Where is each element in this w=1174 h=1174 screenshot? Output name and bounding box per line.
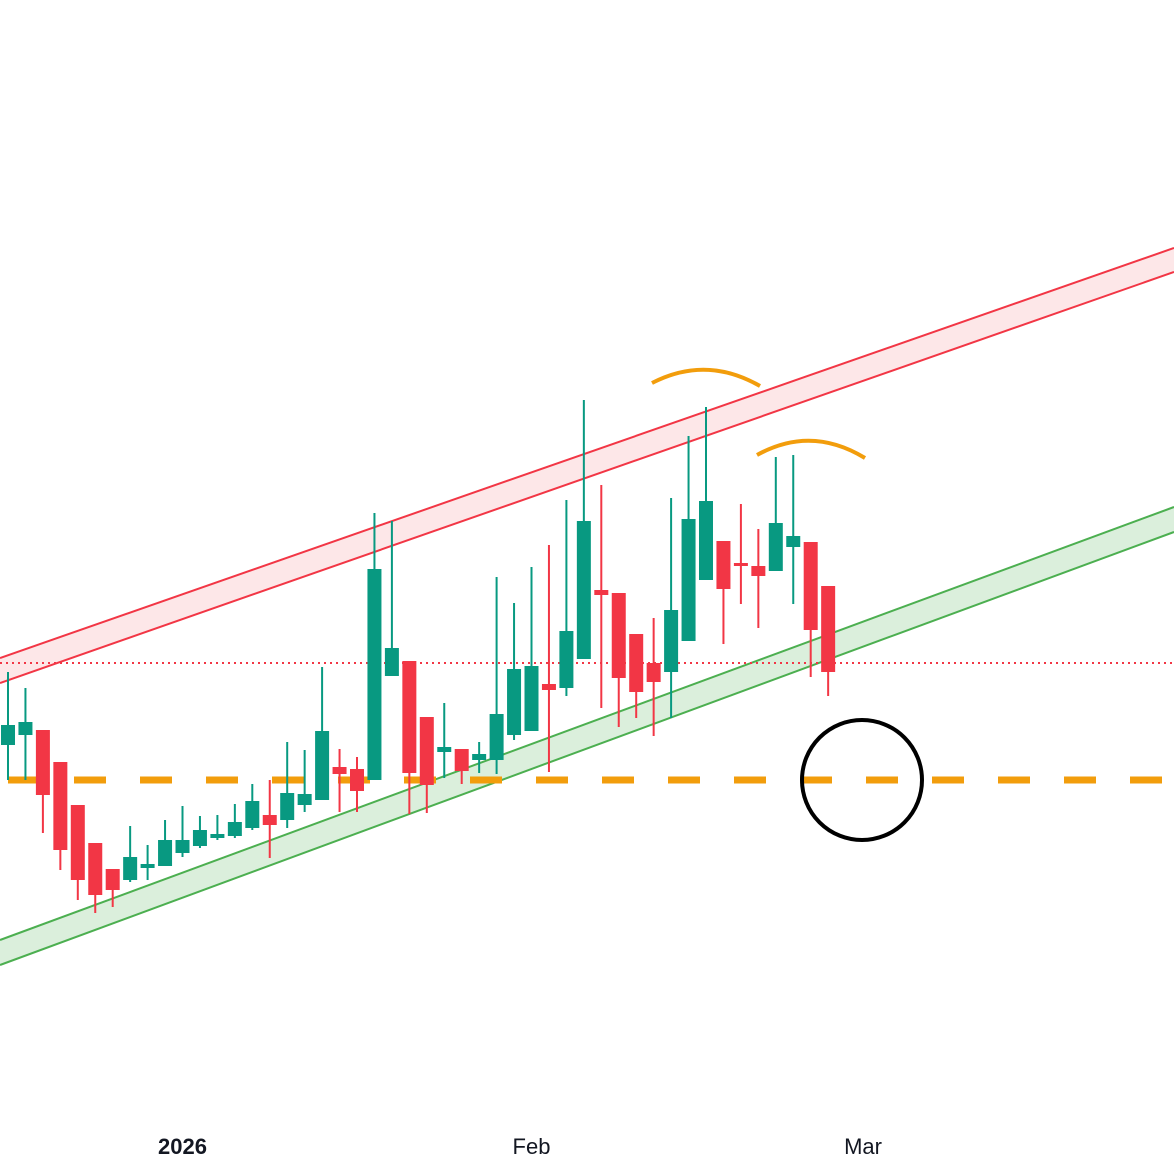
candle-body bbox=[245, 801, 260, 828]
candle-body bbox=[419, 717, 434, 785]
top-arc bbox=[756, 438, 867, 460]
candle-body bbox=[786, 536, 801, 547]
candle-body bbox=[681, 519, 696, 641]
support-line bbox=[0, 506, 1174, 941]
candle-body bbox=[105, 869, 120, 890]
support-band bbox=[0, 507, 1174, 965]
candle-body bbox=[541, 684, 556, 690]
candle-body bbox=[367, 569, 382, 780]
candle-body bbox=[699, 501, 713, 580]
candle-body bbox=[664, 610, 679, 672]
x-tick-label: Feb bbox=[513, 1134, 551, 1159]
resistance-line bbox=[0, 247, 1174, 659]
candle-body bbox=[123, 857, 138, 880]
candle-body bbox=[733, 563, 748, 566]
x-tick-label: 2026 bbox=[158, 1134, 207, 1159]
x-tick-label: Mar bbox=[844, 1134, 882, 1159]
candle-body bbox=[803, 542, 818, 630]
candle-body bbox=[821, 586, 836, 672]
candle-body bbox=[332, 767, 347, 774]
candle-body bbox=[227, 822, 242, 836]
candle-body bbox=[35, 730, 50, 795]
resistance-band bbox=[0, 248, 1174, 683]
candle-body bbox=[280, 793, 295, 820]
candle-body bbox=[175, 840, 190, 853]
candle-body bbox=[384, 648, 399, 676]
candle-body bbox=[437, 747, 452, 752]
candle-body bbox=[559, 631, 574, 688]
candle-body bbox=[262, 815, 277, 825]
candle-body bbox=[1, 725, 15, 745]
candle-body bbox=[524, 666, 539, 731]
candle-body bbox=[402, 661, 417, 773]
candle-body bbox=[454, 749, 469, 771]
candle-body bbox=[716, 541, 731, 589]
candle-body bbox=[158, 840, 173, 866]
candle-body bbox=[594, 590, 609, 595]
candle-body bbox=[18, 722, 33, 735]
candle-body bbox=[315, 731, 330, 800]
candle-body bbox=[489, 714, 504, 760]
candle-body bbox=[472, 754, 487, 760]
candle-body bbox=[192, 830, 207, 846]
candle-body bbox=[350, 769, 364, 791]
support-line bbox=[0, 531, 1174, 966]
candle-body bbox=[210, 834, 225, 838]
candle-body bbox=[646, 663, 661, 682]
candle-body bbox=[140, 864, 155, 868]
target-circle bbox=[800, 718, 924, 842]
candle-body bbox=[297, 794, 312, 805]
resistance-line bbox=[0, 271, 1174, 684]
candle-body bbox=[751, 566, 766, 576]
top-arc bbox=[651, 367, 761, 388]
candle-body bbox=[53, 762, 68, 850]
candle-body bbox=[611, 593, 626, 678]
candle-body bbox=[768, 523, 783, 571]
candle-body bbox=[88, 843, 103, 895]
candle-body bbox=[629, 634, 644, 692]
candle-body bbox=[576, 521, 591, 659]
candle-body bbox=[70, 805, 85, 880]
candle-body bbox=[507, 669, 522, 735]
